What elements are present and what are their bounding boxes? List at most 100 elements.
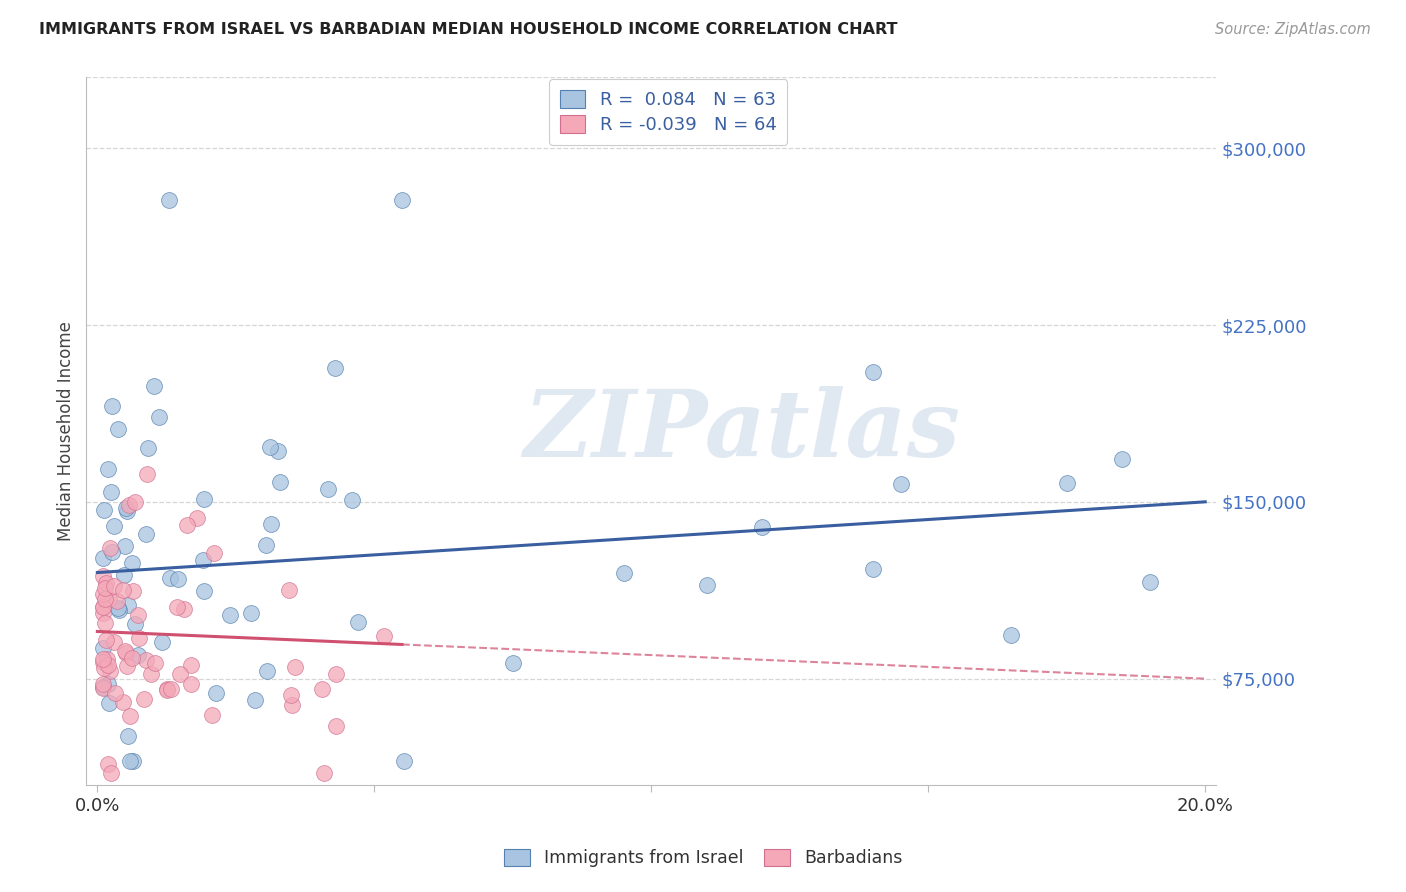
Point bbox=[91, 677, 114, 691]
Point bbox=[267, 443, 290, 458]
Point bbox=[166, 599, 188, 614]
Point bbox=[613, 566, 636, 581]
Point bbox=[260, 516, 283, 531]
Point bbox=[191, 552, 214, 566]
Point bbox=[94, 582, 117, 596]
Point bbox=[91, 587, 114, 601]
Point bbox=[91, 606, 114, 620]
Point bbox=[167, 572, 190, 586]
Point bbox=[98, 696, 121, 710]
Legend: R =  0.084   N = 63, R = -0.039   N = 64: R = 0.084 N = 63, R = -0.039 N = 64 bbox=[550, 79, 787, 145]
Point bbox=[120, 754, 142, 768]
Point bbox=[155, 682, 177, 697]
Point bbox=[98, 592, 121, 607]
Point bbox=[121, 583, 143, 598]
Point bbox=[117, 503, 139, 517]
Point bbox=[94, 592, 117, 607]
Point bbox=[1111, 452, 1133, 467]
Point bbox=[115, 501, 138, 516]
Point bbox=[91, 655, 114, 669]
Point bbox=[91, 640, 114, 655]
Point bbox=[128, 631, 150, 645]
Point bbox=[100, 544, 122, 558]
Point bbox=[101, 399, 124, 413]
Point bbox=[136, 467, 159, 481]
Point bbox=[96, 461, 118, 475]
Point bbox=[239, 606, 262, 620]
Point bbox=[160, 681, 183, 696]
Point bbox=[117, 729, 139, 743]
Point bbox=[159, 571, 181, 585]
Point bbox=[284, 660, 307, 674]
Point bbox=[91, 680, 114, 694]
Point bbox=[112, 568, 135, 582]
Point bbox=[96, 651, 118, 665]
Point bbox=[104, 686, 127, 700]
Point bbox=[1139, 575, 1161, 590]
Y-axis label: Median Household Income: Median Household Income bbox=[58, 321, 75, 541]
Point bbox=[103, 579, 125, 593]
Point bbox=[176, 517, 198, 532]
Point bbox=[97, 658, 120, 673]
Point bbox=[135, 652, 157, 666]
Point bbox=[180, 657, 202, 672]
Point bbox=[98, 664, 121, 678]
Point bbox=[193, 584, 215, 599]
Point bbox=[98, 541, 121, 555]
Point bbox=[141, 666, 163, 681]
Point bbox=[93, 503, 115, 517]
Point bbox=[107, 601, 129, 615]
Point bbox=[100, 766, 122, 780]
Text: Source: ZipAtlas.com: Source: ZipAtlas.com bbox=[1215, 22, 1371, 37]
Point bbox=[311, 681, 333, 696]
Point bbox=[121, 651, 143, 665]
Point bbox=[107, 603, 129, 617]
Point bbox=[120, 709, 142, 723]
Point bbox=[93, 661, 115, 675]
Point bbox=[103, 635, 125, 649]
Point bbox=[91, 551, 114, 566]
Point bbox=[245, 693, 267, 707]
Point bbox=[94, 615, 117, 630]
Point bbox=[91, 652, 114, 666]
Point bbox=[193, 491, 215, 506]
Point bbox=[91, 599, 114, 614]
Point bbox=[256, 665, 278, 679]
Point bbox=[121, 754, 143, 768]
Point bbox=[117, 598, 139, 612]
Point bbox=[173, 602, 195, 616]
Point bbox=[148, 409, 170, 424]
Point bbox=[135, 527, 157, 541]
Point bbox=[180, 676, 202, 690]
Point bbox=[127, 607, 149, 622]
Point bbox=[150, 634, 173, 648]
Text: IMMIGRANTS FROM ISRAEL VS BARBADIAN MEDIAN HOUSEHOLD INCOME CORRELATION CHART: IMMIGRANTS FROM ISRAEL VS BARBADIAN MEDI… bbox=[39, 22, 898, 37]
Point bbox=[502, 656, 524, 670]
Point bbox=[156, 682, 179, 697]
Point bbox=[114, 539, 136, 553]
Point bbox=[186, 511, 208, 525]
Point bbox=[105, 594, 128, 608]
Point bbox=[112, 582, 135, 597]
Point bbox=[269, 475, 291, 489]
Point bbox=[201, 708, 224, 723]
Text: ZIPatlas: ZIPatlas bbox=[523, 386, 960, 476]
Point bbox=[143, 379, 166, 393]
Point bbox=[91, 568, 114, 582]
Point bbox=[114, 646, 136, 660]
Point bbox=[115, 659, 138, 673]
Point bbox=[91, 599, 114, 614]
Point bbox=[114, 644, 136, 658]
Point bbox=[103, 519, 125, 533]
Point bbox=[862, 562, 884, 576]
Point bbox=[169, 667, 191, 681]
Point bbox=[112, 695, 135, 709]
Point bbox=[751, 519, 773, 533]
Point bbox=[132, 692, 155, 706]
Point bbox=[205, 686, 228, 700]
Point bbox=[278, 582, 301, 597]
Point bbox=[256, 538, 278, 552]
Legend: Immigrants from Israel, Barbadians: Immigrants from Israel, Barbadians bbox=[496, 842, 910, 874]
Point bbox=[118, 498, 141, 512]
Point bbox=[280, 698, 302, 712]
